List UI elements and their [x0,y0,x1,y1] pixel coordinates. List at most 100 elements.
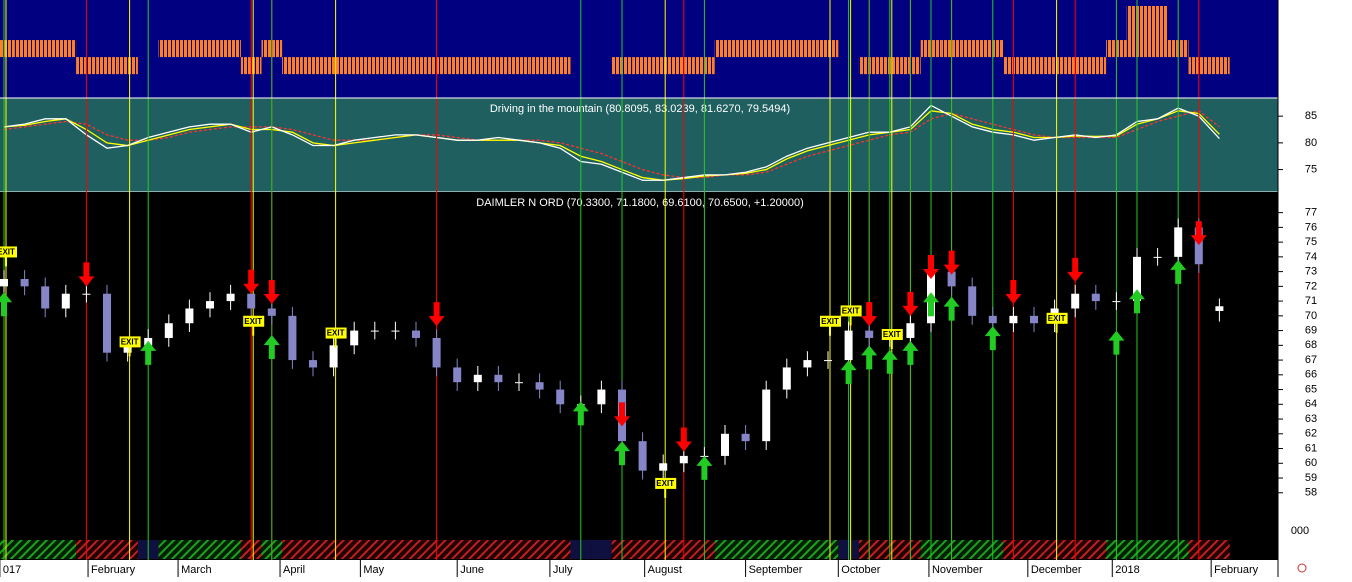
candle-body [309,360,317,368]
signal-arrow [1190,221,1207,246]
exit-box [325,327,347,339]
state-strip [0,540,15,559]
signal-bar [1085,57,1107,75]
signal-bar [529,57,550,75]
signal-bar [282,57,303,75]
state-strip [797,540,818,559]
signal-arrow [263,335,280,360]
y-tick-label: 75 [1305,163,1317,175]
x-tick-label: May [363,564,384,576]
state-strip [1147,540,1168,559]
state-strip [652,540,674,559]
exit-label: EXIT [883,330,901,339]
candle-body [782,367,791,390]
candle-body [0,278,8,287]
state-strip [364,540,386,559]
y-tick-label: 70 [1305,310,1317,322]
candle-body [1030,315,1038,324]
candle-body [267,308,276,316]
state-strip [488,540,509,559]
volume-label: 000 [1291,525,1309,537]
close-icon[interactable] [1297,563,1307,573]
state-strip [158,540,180,559]
candle-body [638,441,647,471]
candle-body [947,271,956,287]
y-tick-label: 75 [1305,236,1317,248]
state-strip [714,540,736,559]
exit-label: EXIT [821,317,839,326]
candle-body [762,389,771,442]
signal-arrow [943,250,960,275]
y-tick-label: 85 [1305,110,1317,122]
state-strip [14,540,35,559]
candle-body [226,293,235,302]
exit-label: EXIT [244,317,262,326]
candle-body [494,374,503,383]
signal-bar [714,40,736,58]
y-tick-label: 59 [1305,472,1317,484]
y-tick-label: 80 [1305,137,1317,149]
candle-body [20,278,29,287]
state-strip [55,540,77,559]
exit-box [820,315,841,327]
candle-body [988,315,997,324]
y-tick-label: 63 [1305,413,1317,425]
state-strip [179,540,200,559]
signal-arrow [428,302,445,327]
candle-body [1071,293,1080,309]
candle-body [535,382,544,390]
signal-arrow [0,292,12,317]
y-tick-label: 65 [1305,383,1317,395]
signal-arrow [572,401,589,426]
candle-body [556,389,565,405]
x-tick-label: June [460,564,484,576]
state-strip [1085,540,1107,559]
y-tick-label: 67 [1305,354,1317,366]
signal-arrow [943,296,960,321]
signal-bar [652,57,674,75]
signal-bar [405,57,427,75]
signal-arrow [696,455,713,480]
signal-arrow [1108,330,1125,355]
signal-bar [117,57,138,75]
signal-bar [817,40,839,58]
signal-bar [0,40,15,58]
candle-body [350,330,359,346]
x-tick-label: December [1031,564,1082,576]
state-strip [632,540,653,559]
signal-bar [1209,57,1230,75]
state-strip [302,540,324,559]
state-strip [961,540,983,559]
candle-body [844,330,853,361]
state-strip [117,540,138,559]
signal-arrow [1170,259,1187,284]
candle-body [1009,315,1018,324]
signal-bar [961,40,983,58]
candle-body [391,330,400,332]
candle-body [103,293,111,353]
x-tick-label: October [841,564,880,576]
panel-title: DAIMLER N ORD (70.3300, 71.1800, 69.6100… [476,197,803,209]
candle-body [741,433,750,442]
x-tick-label: November [932,564,983,576]
state-strip [529,540,550,559]
exit-label: EXIT [0,248,15,257]
state-strip [591,540,612,559]
signal-arrow [614,402,630,427]
signal-arrow [984,326,1001,351]
candle-body [659,463,668,471]
candle-body [1174,227,1183,257]
signal-bar [488,57,509,75]
state-strip [817,540,839,559]
indicator-line [3,104,1220,181]
x-tick-label: 017 [3,564,21,576]
candle-body [185,308,194,324]
state-strip [220,540,241,559]
indicator-line [3,110,1220,179]
signal-bar [508,57,530,75]
y-tick-label: 77 [1305,207,1317,219]
y-tick-label: 76 [1305,221,1317,233]
exit-box [243,315,265,327]
signal-arrow [923,292,939,317]
exit-box [0,246,17,258]
